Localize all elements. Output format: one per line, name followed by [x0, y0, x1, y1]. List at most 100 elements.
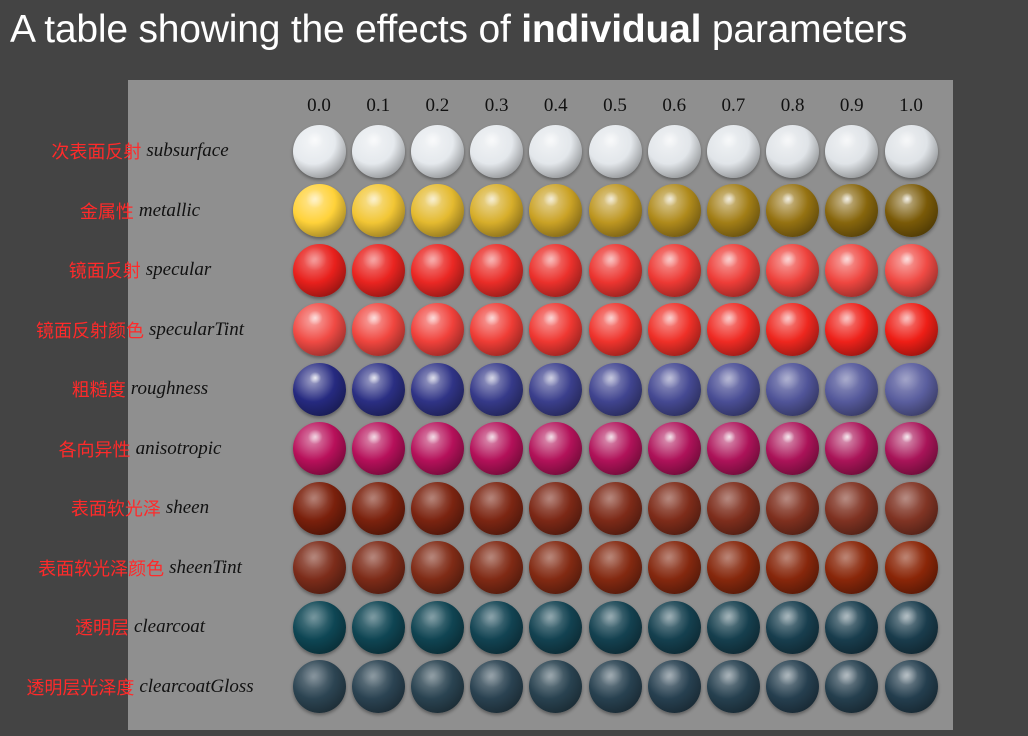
material-sphere [410, 124, 464, 178]
title-emphasis: individual [521, 8, 702, 51]
material-sphere [825, 541, 879, 594]
material-sphere [588, 124, 642, 178]
row-label-chinese: 镜面反射颜色 [35, 320, 144, 342]
material-sphere [529, 243, 583, 297]
column-label: 0.5 [603, 95, 627, 116]
row-label-english: specularTint [148, 318, 244, 340]
row-label-english: roughness [130, 378, 209, 399]
material-sphere [410, 362, 464, 416]
material-sphere [292, 600, 346, 654]
material-sphere [410, 303, 464, 356]
material-sphere [766, 184, 820, 237]
column-label: 0.2 [425, 95, 450, 116]
material-sphere [647, 481, 701, 535]
material-sphere [884, 481, 938, 535]
row-label: 表面软光泽颜色 sheenTint [0, 553, 280, 583]
row-label-chinese: 表面软光泽 [70, 499, 161, 520]
material-sphere [647, 422, 701, 475]
material-sphere [529, 422, 583, 475]
material-sphere [529, 541, 583, 594]
material-sphere [825, 660, 879, 713]
material-sphere [588, 422, 642, 475]
material-sphere [825, 303, 879, 356]
material-sphere [706, 481, 760, 535]
material-sphere [884, 243, 938, 297]
row-label-english: sheen [165, 497, 210, 518]
column-label: 0.6 [662, 95, 687, 116]
material-sphere [825, 124, 879, 178]
material-sphere [470, 362, 524, 416]
row-label-english: clearcoatGloss [139, 675, 254, 697]
material-sphere [825, 243, 879, 297]
row-label-chinese: 透明层光泽度 [26, 677, 135, 699]
material-sphere [292, 541, 346, 594]
column-label: 0.3 [484, 95, 509, 116]
row-label: 表面软光泽 sheen [0, 493, 280, 523]
material-sphere [647, 124, 701, 178]
material-sphere [410, 422, 464, 475]
material-sphere [470, 422, 524, 475]
material-sphere [588, 303, 642, 356]
material-sphere [706, 600, 760, 654]
material-sphere [766, 422, 820, 475]
material-sphere [292, 303, 346, 356]
material-sphere [884, 600, 938, 654]
material-sphere [647, 303, 701, 356]
material-sphere [351, 541, 405, 594]
material-sphere [647, 600, 701, 654]
title-prefix: A table showing the effects of [10, 8, 522, 51]
material-sphere [588, 660, 642, 713]
material-sphere [410, 600, 464, 654]
material-sphere [766, 541, 820, 594]
row-label: 各向异性 anisotropic [0, 434, 280, 464]
material-sphere [351, 660, 405, 713]
material-sphere [470, 124, 524, 178]
row-label: 镜面反射 specular [0, 255, 280, 285]
row-label: 粗糙度 roughness [0, 374, 280, 404]
material-sphere [410, 243, 464, 297]
material-sphere [825, 422, 879, 475]
material-sphere [351, 303, 405, 356]
material-sphere [766, 660, 820, 713]
material-sphere [529, 303, 583, 356]
row-label-english: anisotropic [135, 437, 222, 459]
material-sphere [588, 243, 642, 297]
material-sphere [647, 541, 701, 594]
row-label-chinese: 粗糙度 [71, 380, 126, 401]
row-label-english: specular [145, 259, 212, 280]
material-sphere [529, 362, 583, 416]
material-sphere [884, 184, 938, 237]
column-label: 0.7 [721, 95, 746, 116]
material-sphere [766, 303, 820, 356]
material-sphere [825, 362, 879, 416]
material-sphere [529, 481, 583, 535]
material-sphere [410, 541, 464, 594]
material-sphere [529, 660, 583, 713]
row-label-english: subsurface [146, 140, 229, 161]
material-sphere [529, 600, 583, 654]
material-sphere [292, 124, 346, 178]
row-label: 次表面反射 subsurface [0, 136, 280, 166]
material-sphere [706, 660, 760, 713]
material-sphere [470, 243, 524, 297]
material-sphere [410, 481, 464, 535]
material-sphere [766, 124, 820, 178]
material-sphere [706, 124, 760, 178]
material-sphere [884, 422, 938, 475]
material-sphere [351, 481, 405, 535]
material-sphere [351, 124, 405, 178]
row-label: 透明层 clearcoat [0, 612, 280, 642]
material-sphere [766, 362, 820, 416]
row-label: 金属性 metallic [0, 196, 280, 226]
column-label: 0.4 [543, 95, 568, 116]
column-label: 1.0 [899, 95, 923, 116]
material-sphere [588, 600, 642, 654]
material-sphere [825, 600, 879, 654]
material-sphere [706, 362, 760, 416]
material-sphere [292, 422, 346, 475]
row-label-chinese: 次表面反射 [51, 142, 142, 163]
material-sphere [588, 362, 642, 416]
column-label: 0.1 [366, 95, 391, 116]
material-sphere [706, 303, 760, 356]
material-sphere [884, 124, 938, 178]
